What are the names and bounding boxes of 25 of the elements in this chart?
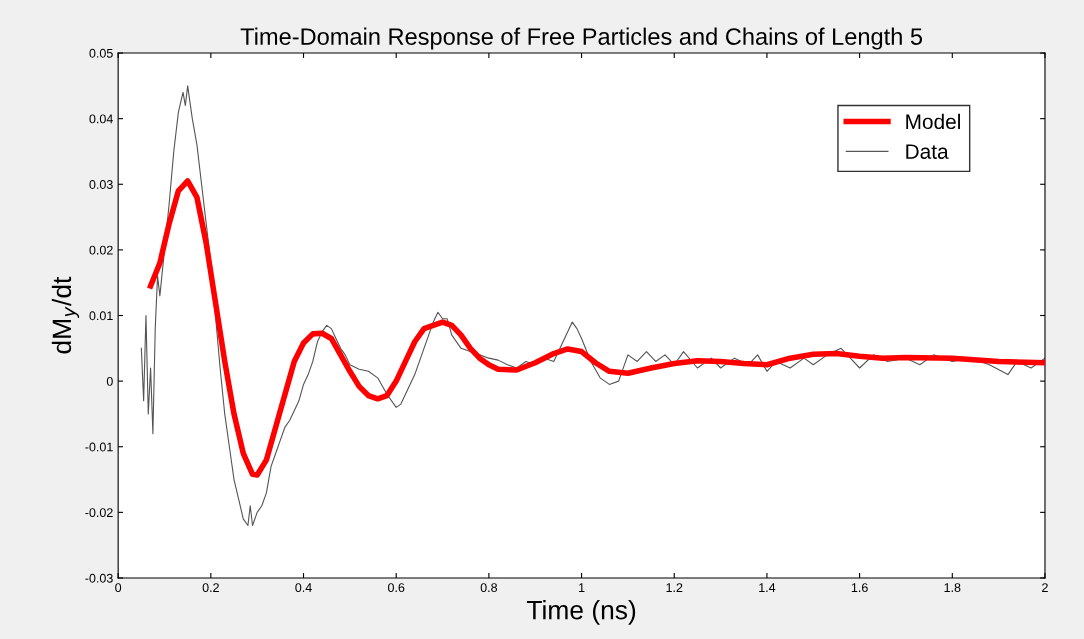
y-axis-title: dM$_{y}$/dt bbox=[51, 276, 80, 354]
legend-label: Data bbox=[906, 144, 949, 159]
x-tick-label: 0 bbox=[115, 583, 122, 593]
x-tick-label: 1.6 bbox=[851, 583, 868, 593]
y-tick-label: 0.05 bbox=[89, 48, 113, 58]
y-tick-label: 0.03 bbox=[89, 180, 113, 189]
y-tick-label: 0 bbox=[106, 376, 113, 386]
y-tick-label: -0.03 bbox=[85, 573, 113, 583]
x-tick-label: 0.8 bbox=[480, 583, 498, 593]
x-tick-label: 2 bbox=[1042, 583, 1048, 592]
y-tick-label: 0.04 bbox=[89, 114, 113, 124]
legend-label: Model bbox=[906, 113, 960, 130]
y-tick-label: -0.01 bbox=[85, 442, 113, 452]
x-tick-label: 1.2 bbox=[666, 583, 683, 592]
chart-title: Time-Domain Response of Free Particles and Chains of Length 5 bbox=[240, 27, 923, 50]
x-tick-label: 1 bbox=[579, 583, 585, 592]
x-tick-label: 1.8 bbox=[944, 583, 961, 593]
x-tick-label: 0.4 bbox=[295, 583, 312, 593]
y-tick-label: 0.01 bbox=[89, 311, 113, 321]
x-axis-title: Time (ns) bbox=[526, 600, 636, 625]
x-tick-label: 0.6 bbox=[388, 583, 405, 593]
y-tick-label: 0.02 bbox=[89, 245, 113, 255]
y-tick-label: -0.02 bbox=[85, 508, 113, 518]
x-tick-label: 0.2 bbox=[202, 583, 219, 593]
x-tick-label: 1.4 bbox=[759, 583, 776, 592]
